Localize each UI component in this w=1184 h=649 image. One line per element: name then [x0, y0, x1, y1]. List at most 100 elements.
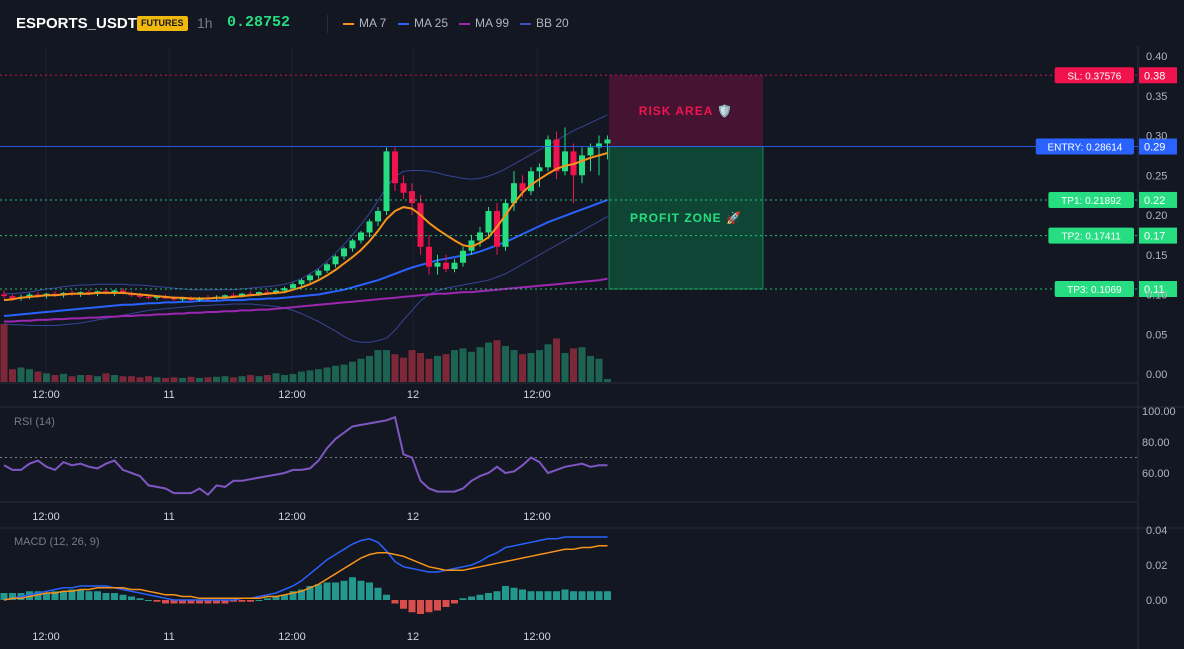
macd-histogram-bar [247, 600, 254, 602]
legend-ma99[interactable]: MA 99 [459, 16, 509, 30]
volume-bar [213, 376, 220, 382]
volume-bar [519, 354, 526, 382]
candle-body [358, 232, 364, 241]
macd-histogram-bar [391, 600, 399, 604]
rsi-title: RSI (14) [14, 416, 55, 428]
level-label-box [1035, 138, 1134, 155]
candle [307, 273, 313, 283]
legend-ma99-swatch [459, 22, 470, 25]
macd-histogram-bar [604, 591, 611, 600]
volume-bar [272, 373, 280, 382]
price-axis-tag-text: 0.11 [1144, 284, 1165, 296]
macd-histogram-bar [417, 600, 424, 614]
volume-bar [0, 324, 8, 382]
candle-body [596, 143, 602, 148]
candle-body [502, 203, 509, 247]
candle [570, 143, 577, 204]
volume-bar [170, 377, 178, 382]
candle [315, 269, 322, 279]
macd-axis-tick: 0.04 [1146, 525, 1167, 537]
volume-bar [94, 376, 101, 382]
volume-bar [306, 370, 314, 382]
symbol-title[interactable]: ESPORTS_USDT [16, 15, 137, 32]
candle [349, 238, 356, 252]
volume-bar [595, 358, 603, 382]
time-axis-tick: 11 [163, 511, 174, 523]
volume-bar [544, 344, 552, 382]
macd-histogram-bar [136, 598, 144, 600]
legend-ma25-label: MA 25 [414, 16, 449, 30]
price-axis-tick: 0.25 [1146, 170, 1167, 182]
macd-histogram-bar [68, 589, 76, 600]
macd-histogram-bar [527, 591, 535, 600]
candle [553, 131, 560, 180]
candle-body [137, 295, 143, 297]
candle-body [528, 171, 534, 192]
level-label-box [1054, 281, 1134, 298]
bb-lower-line [3, 216, 608, 343]
volume-bar [221, 376, 229, 382]
candle-body [434, 262, 441, 267]
volume-bar [561, 353, 569, 382]
candle-body [553, 139, 560, 172]
candle [460, 246, 466, 267]
macd-histogram-bar [187, 600, 195, 604]
candle-body [604, 139, 611, 144]
volume-bar [391, 354, 399, 382]
macd-histogram-bar [519, 589, 526, 600]
legend-ma7[interactable]: MA 7 [343, 16, 386, 30]
volume-bar [315, 369, 322, 382]
macd-histogram-bar [544, 591, 552, 600]
volume-bar [153, 377, 161, 382]
macd-histogram-bar [230, 600, 237, 602]
timeframe-label[interactable]: 1h [197, 15, 213, 31]
volume-bar [145, 376, 152, 382]
legend-ma25[interactable]: MA 25 [398, 16, 448, 30]
candle-body [222, 295, 228, 297]
price-axis-tick: 0.35 [1146, 91, 1167, 103]
level-label-text: TP3: 0.1069 [1067, 285, 1122, 296]
candle [392, 147, 398, 192]
candle [502, 199, 509, 251]
price-axis-tag [1139, 227, 1177, 244]
legend-bb20[interactable]: BB 20 [520, 16, 569, 30]
candle-body [366, 221, 373, 233]
candle-body [273, 290, 279, 293]
ma25-line [3, 198, 608, 317]
volume-bar [510, 350, 518, 382]
volume-bar [349, 361, 356, 382]
macd-histogram-bar [213, 600, 220, 604]
candle-body [179, 298, 186, 300]
candle [579, 147, 585, 184]
time-axis-tick: 12 [407, 389, 419, 401]
price-axis-tick: 0.15 [1146, 250, 1167, 262]
volume-bar [85, 375, 93, 382]
macd-histogram-bar [332, 582, 339, 600]
volume-bar [136, 377, 144, 382]
macd-histogram-bar [34, 591, 42, 600]
volume-bar [493, 340, 501, 382]
candle-body [341, 248, 347, 257]
candle [375, 207, 381, 227]
macd-histogram-bar [255, 600, 263, 601]
candle-body [485, 211, 492, 233]
macd-histogram-bar [119, 594, 127, 600]
macd-histogram-bar [102, 593, 110, 600]
candle [341, 246, 347, 260]
candle-body [587, 147, 594, 156]
time-axis-tick: 12:00 [278, 631, 306, 643]
volume-bar [400, 357, 407, 382]
candle [324, 262, 330, 274]
level-label-text: ENTRY: 0.28614 [1047, 143, 1122, 154]
candle-body [545, 139, 551, 168]
time-axis-tick: 12:00 [523, 511, 551, 523]
candle-body [26, 294, 33, 297]
volume-bar [187, 376, 195, 382]
volume-bar [417, 353, 424, 382]
candle-body [307, 275, 313, 281]
price-axis-tick: 0.10 [1146, 290, 1167, 302]
candle [1, 290, 7, 299]
volume-bar [451, 350, 458, 382]
candle-body [409, 191, 415, 204]
